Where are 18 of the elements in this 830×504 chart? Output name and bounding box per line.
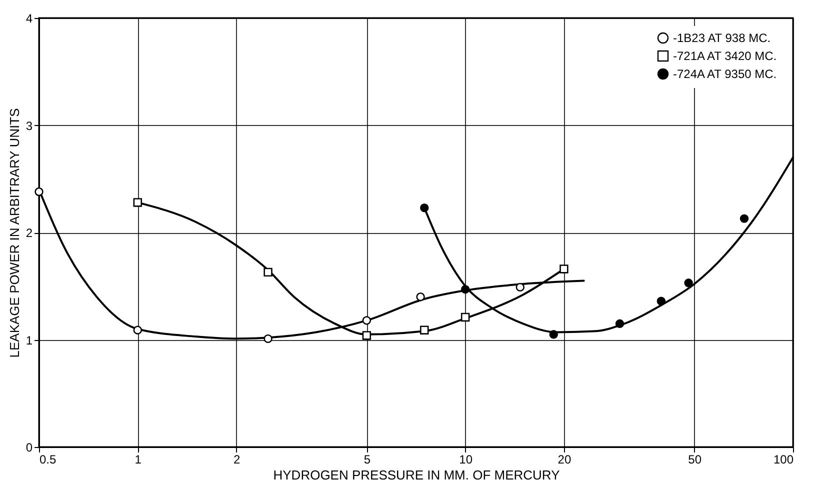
legend-label: -721A AT 3420 MC.: [673, 49, 777, 63]
x-tick-label: 20: [558, 452, 572, 466]
legend-label: -1B23 AT 938 MC.: [673, 31, 771, 45]
x-tick-label: 50: [688, 452, 702, 466]
y-tick-label: 4: [26, 12, 33, 26]
legend-label: -724A AT 9350 MC.: [673, 67, 777, 81]
y-tick-label: 1: [26, 333, 33, 348]
x-tick-label: 10: [459, 452, 473, 466]
x-tick-label: 1: [134, 452, 142, 466]
x-tick-label: 0.5: [40, 452, 57, 466]
x-tick-label: 100: [773, 452, 794, 466]
x-tick-label: 5: [364, 452, 371, 466]
x-axis-title: HYDROGEN PRESSURE IN MM. OF MERCURY: [273, 468, 560, 482]
y-tick-label: 0: [26, 440, 33, 454]
x-tick-label: 2: [233, 452, 240, 466]
y-tick-label: 2: [26, 226, 33, 240]
y-tick-label: 3: [26, 118, 33, 133]
y-axis-title: LEAKAGE POWER IN ARBITRARY UNITS: [6, 108, 22, 358]
